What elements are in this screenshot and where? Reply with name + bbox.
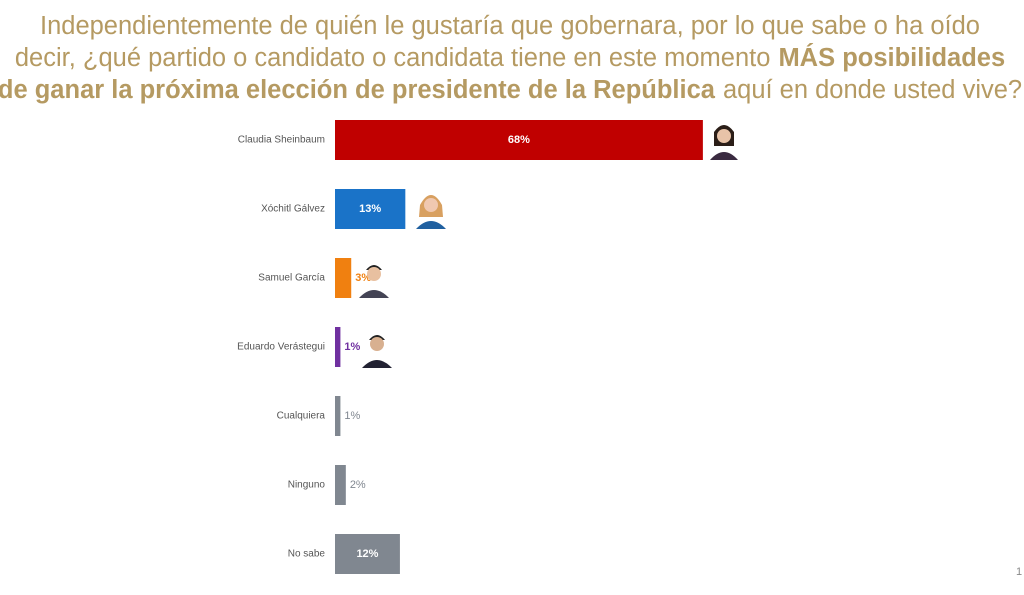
title-text: Independientemente de quién le gustaría … [40, 12, 980, 40]
title-text-bold: de ganar la próxima elección de presiden… [0, 76, 716, 104]
category-label: Cualquiera [277, 411, 326, 422]
bar [335, 189, 406, 229]
value-label: 13% [359, 203, 381, 215]
page-number: 1 [1016, 566, 1022, 578]
photos [359, 125, 738, 368]
category-label: Claudia Sheinbaum [238, 135, 325, 146]
title-line: de ganar la próxima elección de presiden… [0, 76, 1022, 104]
title-text: decir, ¿qué partido o candidato o candid… [15, 44, 771, 72]
value-label: 12% [356, 548, 378, 560]
photo [710, 125, 738, 160]
photo [359, 265, 389, 298]
photo [416, 195, 446, 229]
value-label: 68% [508, 134, 530, 146]
bar [335, 534, 400, 574]
category-label: Xóchitl Gálvez [261, 204, 325, 215]
title-line: decir, ¿qué partido o candidato o candid… [15, 43, 1005, 72]
title-text: aquí en donde usted vive? [723, 76, 1022, 104]
bar [335, 465, 346, 505]
value-label: 1% [344, 410, 360, 422]
bar [335, 258, 352, 298]
bar [335, 396, 341, 436]
value-label: 1% [344, 341, 360, 353]
photo [362, 335, 392, 368]
category-label: No sabe [288, 549, 326, 560]
bar [335, 120, 703, 160]
title-text-bold: MÁS posibilidades [778, 43, 1005, 72]
category-label: Ninguno [288, 480, 326, 491]
category-label: Samuel García [258, 273, 325, 284]
category-label: Eduardo Verástegui [237, 342, 325, 353]
bar [335, 327, 341, 367]
title-line: Independientemente de quién le gustaría … [40, 12, 980, 40]
value-label: 2% [350, 479, 366, 491]
